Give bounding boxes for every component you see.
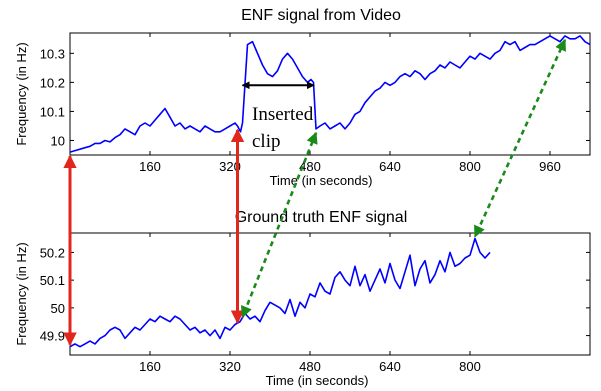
bottom-x-tick-label: 640 (379, 359, 401, 374)
top-series-line (69, 35, 591, 153)
bottom-y-tick-label: 49.9 (40, 329, 65, 344)
top-plot-frame (69, 32, 591, 156)
bottom-y-axis-ticks: 49.9 50 50.1 50.2 (40, 245, 590, 344)
top-x-tick-label: 640 (379, 159, 401, 174)
top-chart-title: ENF signal from Video (241, 7, 401, 24)
inserted-clip-label-line1: Inserted (252, 104, 314, 125)
bottom-series-line (69, 237, 491, 348)
top-x-axis-label: Time (in seconds) (270, 173, 373, 188)
top-chart: ENF signal from Video 160 320 480 640 800 960… (14, 7, 591, 188)
bottom-y-tick-label: 50.1 (40, 273, 65, 288)
top-y-axis-ticks: 10 10.1 10.2 10.3 (40, 46, 590, 148)
inserted-clip-label-line2: clip (252, 131, 281, 152)
top-x-tick-label: 800 (459, 159, 481, 174)
bottom-y-tick-label: 50 (51, 301, 65, 316)
top-y-tick-label: 10.3 (40, 46, 65, 61)
bottom-chart: Ground truth ENF signal 160 320 480 640 800 … (14, 209, 591, 388)
top-x-tick-label: 160 (139, 159, 161, 174)
top-y-tick-label: 10 (51, 133, 65, 148)
bottom-x-axis-label: Time (in seconds) (266, 373, 369, 388)
bottom-chart-title: Ground truth ENF signal (235, 209, 408, 226)
top-x-tick-label: 960 (539, 159, 561, 174)
bottom-y-tick-label: 50.2 (40, 245, 65, 260)
top-y-axis-label: Frequency (in Hz) (14, 42, 29, 145)
bottom-x-tick-label: 480 (299, 359, 321, 374)
bottom-y-axis-label: Frequency (in Hz) (14, 242, 29, 345)
green-alignment-arrow (473, 38, 567, 238)
bottom-x-tick-label: 160 (139, 359, 161, 374)
bottom-x-tick-label: 320 (219, 359, 241, 374)
bottom-x-tick-label: 800 (459, 359, 481, 374)
green-alignment-arrow (240, 131, 318, 319)
correspondence-arrows (63, 38, 567, 347)
top-x-axis-ticks: 160 320 480 640 800 960 (139, 33, 561, 174)
top-y-tick-label: 10.1 (40, 104, 65, 119)
bottom-x-axis-ticks: 160 320 480 640 800 (139, 233, 481, 374)
top-y-tick-label: 10.2 (40, 75, 65, 90)
